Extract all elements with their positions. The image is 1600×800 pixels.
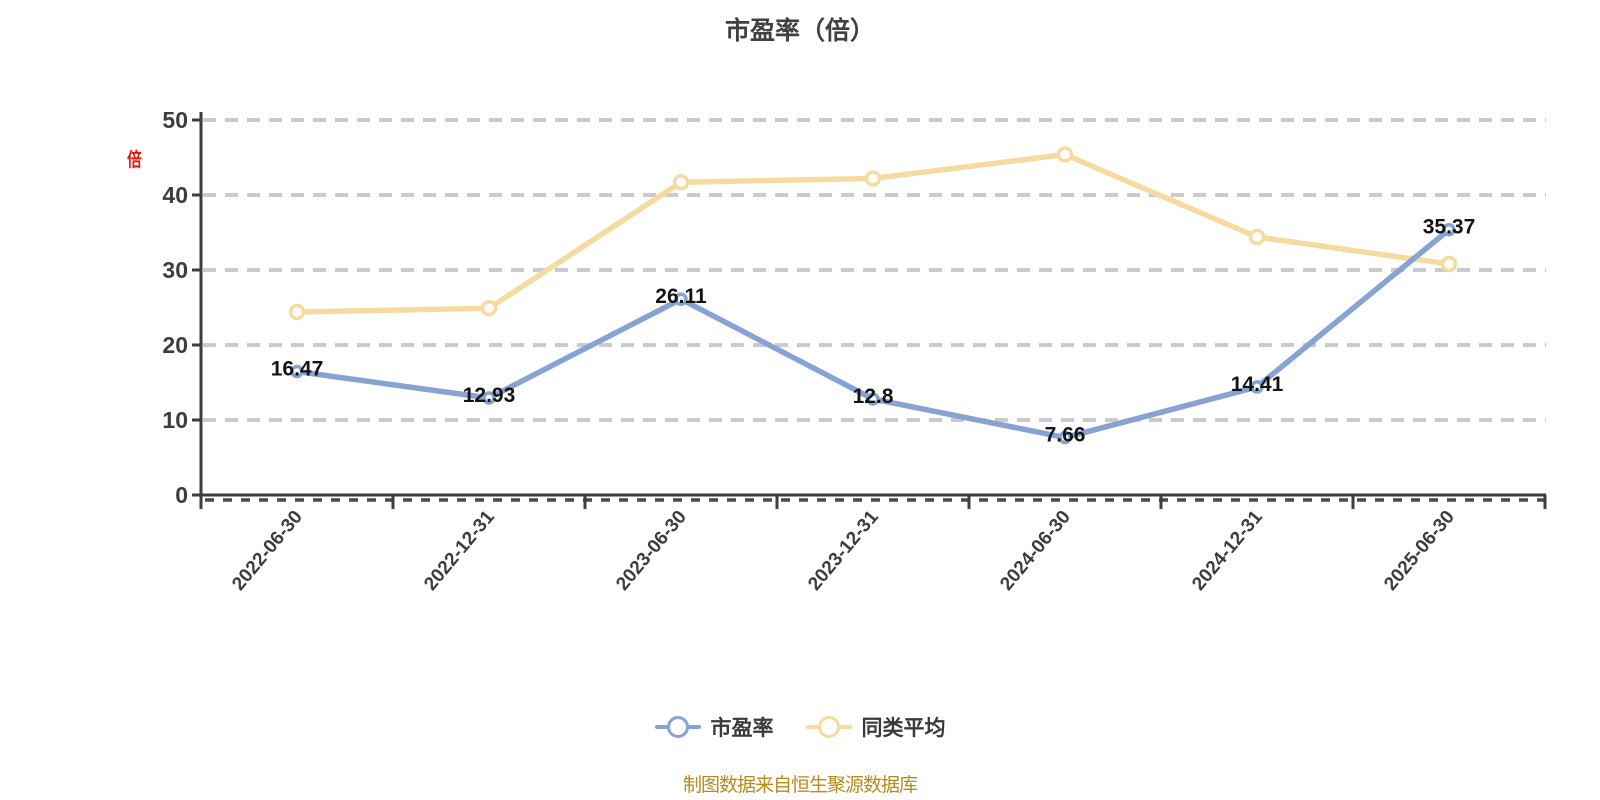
x-axis-tick-label-5: 2024-12-31 (1188, 506, 1267, 594)
pe-legend-marker-icon (654, 716, 701, 738)
peer-average-point-3[interactable] (864, 170, 882, 187)
y-axis-tick-label-0: 0 (175, 482, 188, 508)
pe-point-6[interactable] (1442, 222, 1456, 237)
x-axis-tick-label-6: 2025-06-30 (1380, 507, 1459, 595)
pe-point-label-2: 26.11 (655, 285, 707, 308)
peer-average-point-6[interactable] (1440, 255, 1458, 273)
legend-item-peer-average[interactable]: 同类平均 (805, 712, 946, 742)
legend-label-peer-average: 同类平均 (861, 717, 946, 740)
pe-point-label-3: 12.8 (853, 385, 894, 408)
x-axis-tick-label-2: 2023-06-30 (612, 507, 691, 595)
legend: 市盈率 同类平均 (0, 712, 1600, 742)
x-axis-tick-label-0: 2022-06-30 (228, 507, 307, 595)
y-axis-tick-label-40: 40 (162, 182, 188, 208)
x-axis-tick-label-3: 2023-12-31 (804, 506, 883, 594)
pe-point-5[interactable] (1250, 380, 1264, 394)
peer-average-point-1[interactable] (480, 300, 498, 317)
peer-average-legend-marker-icon (805, 716, 852, 738)
y-axis-tick-label-30: 30 (162, 257, 188, 283)
pe-point-1[interactable] (482, 391, 496, 405)
pe-point-label-4: 7.66 (1045, 424, 1086, 447)
pe-point-label-1: 12.93 (463, 384, 516, 407)
pe-point-label-0: 16.47 (271, 357, 324, 380)
x-axis-tick-label-1: 2022-12-31 (420, 506, 499, 594)
pe-point-label-5: 14.41 (1231, 373, 1284, 396)
legend-item-pe[interactable]: 市盈率 (654, 712, 774, 742)
peer-average-point-0[interactable] (288, 303, 306, 321)
peer-average-point-4[interactable] (1056, 146, 1074, 163)
legend-label-pe: 市盈率 (710, 717, 774, 740)
x-axis-tick-label-4: 2024-06-30 (996, 507, 1075, 595)
pe-point-2[interactable] (674, 292, 688, 306)
chart-title: 市盈率（倍） (724, 17, 875, 45)
peer-average-point-5[interactable] (1248, 228, 1266, 246)
y-axis-tick-label-20: 20 (162, 332, 188, 358)
pe-point-0[interactable] (290, 364, 304, 379)
pe-point-4[interactable] (1058, 430, 1072, 445)
y-axis-tick-label-10: 10 (162, 407, 188, 433)
y-axis-unit-label: 倍 (127, 150, 142, 171)
data-source-note: 制图数据来自恒生聚源数据库 (682, 775, 918, 796)
y-axis-tick-label-50: 50 (162, 107, 188, 133)
pe-point-label-6: 35.37 (1423, 216, 1476, 239)
pe-point-3[interactable] (866, 392, 880, 406)
peer-average-point-2[interactable] (672, 174, 690, 191)
